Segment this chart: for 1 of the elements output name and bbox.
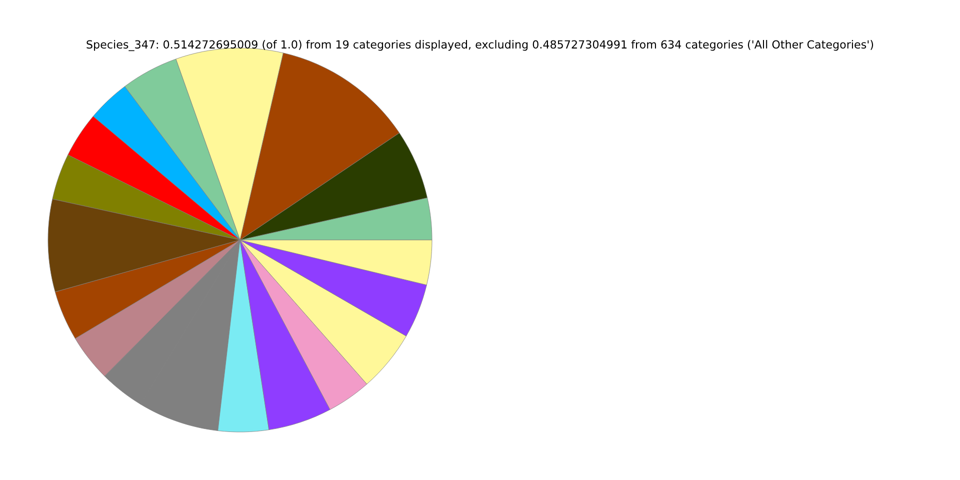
text: Species_347: 0.514272695009 (of 1.0) from 19 categories displayed, excluding 0.485727304991 from 634 categories ('All Other Categories') <box>86 40 874 52</box>
